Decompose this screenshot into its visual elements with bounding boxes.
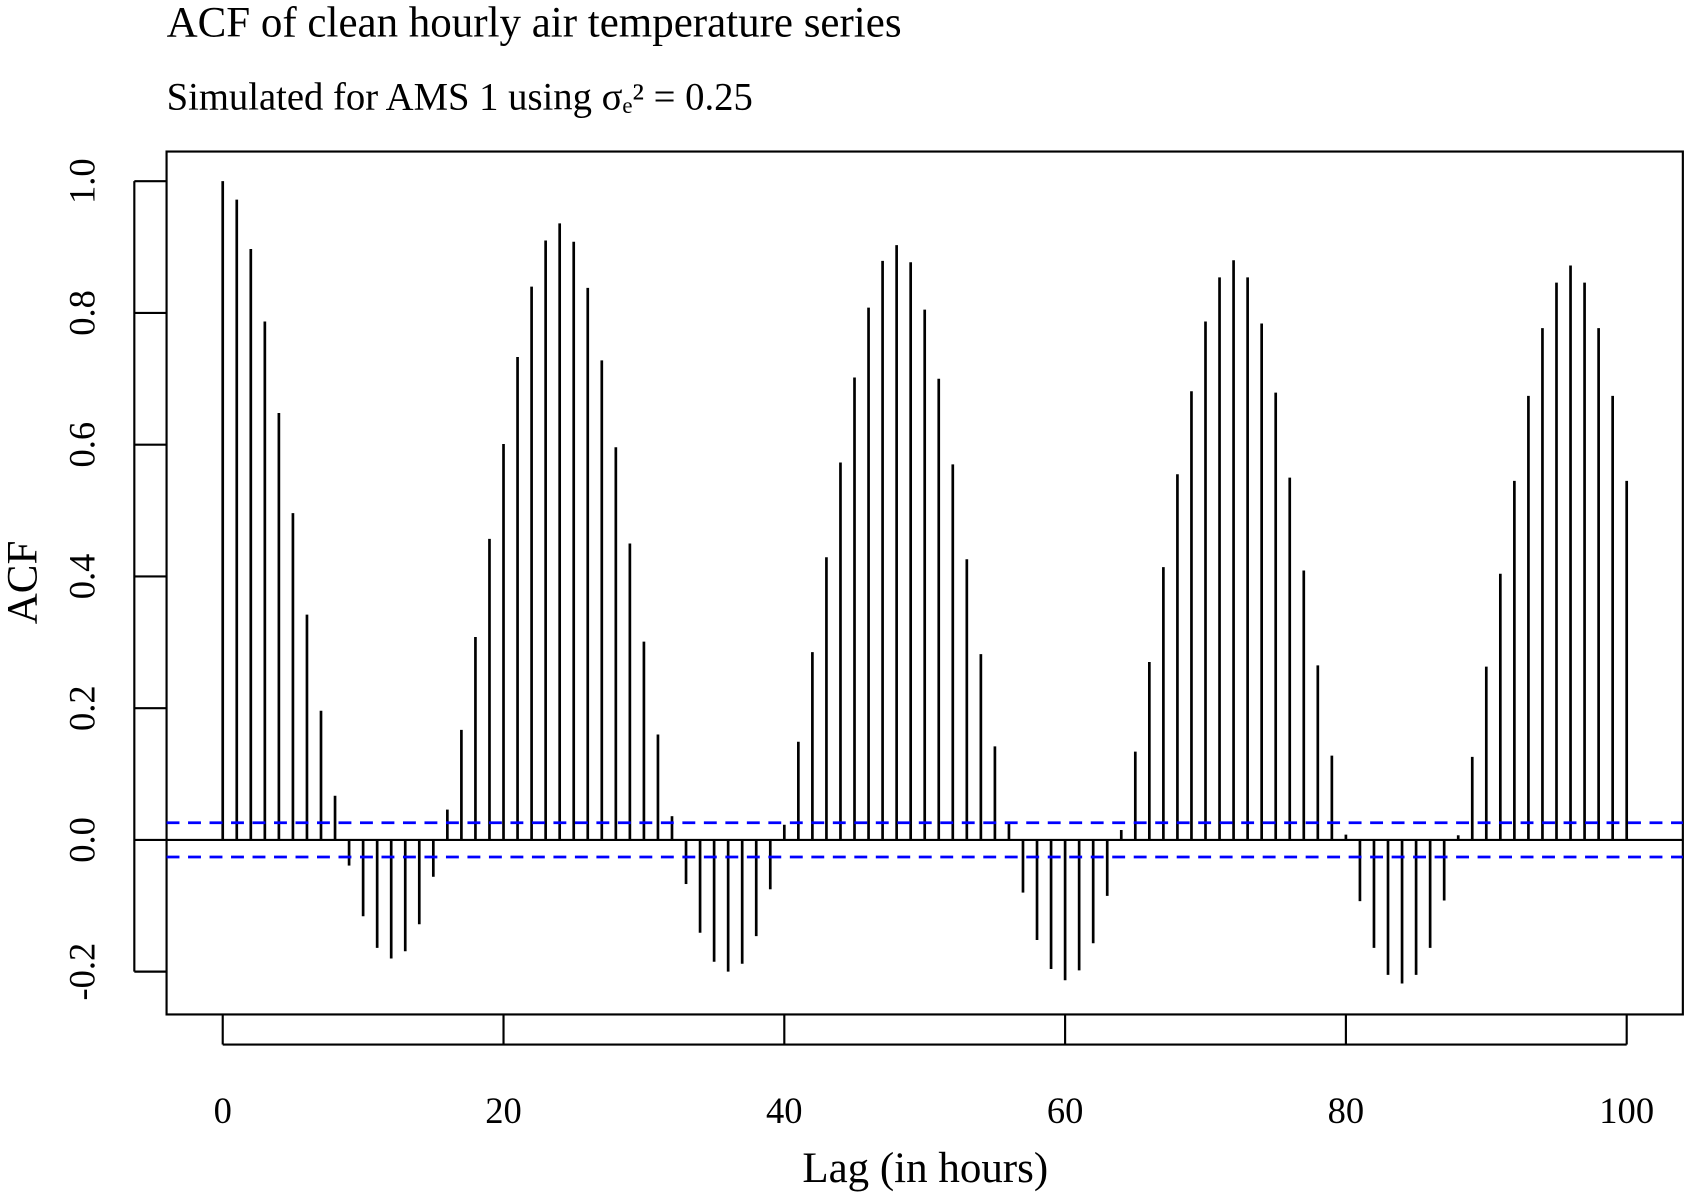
chart-subtitle: Simulated for AMS 1 using σₑ² = 0.25 bbox=[167, 77, 753, 119]
x-axis: 0 20 40 60 80 100 bbox=[214, 1014, 1654, 1131]
x-tick-label: 40 bbox=[766, 1090, 803, 1131]
y-tick-label: -0.2 bbox=[62, 943, 103, 1001]
x-tick-label: 20 bbox=[485, 1090, 522, 1131]
y-axis-label: ACF bbox=[0, 541, 47, 625]
y-axis: -0.2 0.0 0.2 0.4 0.6 0.8 1.0 bbox=[62, 158, 167, 1001]
stems-group bbox=[166, 181, 1683, 984]
x-tick-label: 0 bbox=[214, 1090, 232, 1131]
plot-frame bbox=[165, 150, 1684, 1016]
y-tick-label: 1.0 bbox=[62, 158, 103, 204]
y-tick-label: 0.4 bbox=[62, 554, 103, 600]
y-tick-label: 0.8 bbox=[62, 290, 103, 336]
x-tick-label: 100 bbox=[1599, 1090, 1654, 1131]
y-tick-label: 0.2 bbox=[62, 685, 103, 731]
y-tick-label: 0.0 bbox=[62, 817, 103, 863]
y-tick-label: 0.6 bbox=[62, 422, 103, 468]
confidence-bands bbox=[166, 821, 1683, 859]
x-axis-label: Lag (in hours) bbox=[802, 1145, 1048, 1192]
chart-title: ACF of clean hourly air temperature seri… bbox=[167, 0, 902, 47]
x-tick-label: 60 bbox=[1047, 1090, 1084, 1131]
x-tick-label: 80 bbox=[1328, 1090, 1365, 1131]
